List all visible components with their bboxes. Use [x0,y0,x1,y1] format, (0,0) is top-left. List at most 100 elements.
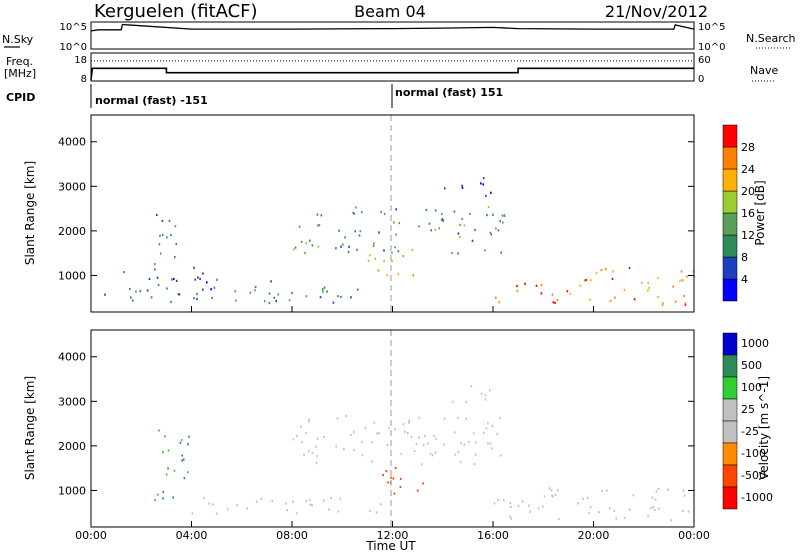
scatter-cell [296,434,298,437]
scatter-cell [468,440,470,443]
scatter-cell [516,285,518,288]
scatter-cell [357,288,359,291]
scatter-cell [154,263,156,266]
scatter-cell [347,250,350,253]
scatter-cell [682,489,685,492]
scatter-cell [484,249,486,252]
scatter-cell [164,435,166,438]
scatter-cell [376,432,378,435]
y-tick-label: 2000 [58,225,86,238]
velocity-colorbar-swatch [722,420,738,444]
scatter-cell [484,398,487,401]
scatter-cell [386,274,388,277]
scatter-cell [632,494,635,497]
scatter-cell [489,231,492,234]
scatter-cell [453,431,456,434]
scatter-cell [335,247,337,250]
scatter-cell [434,228,437,232]
scatter-cell [277,293,279,296]
scatter-cell [443,443,445,446]
scatter-cell [304,251,306,255]
scatter-cell [353,212,356,215]
scatter-cell [586,496,589,499]
scatter-cell [337,510,340,513]
velocity-colorbar: 1000 500 100 25 -25 -100 -500 -1000 [722,332,773,510]
scatter-cell [215,512,218,515]
scatter-cell [529,510,531,513]
scatter-cell [196,292,198,295]
scatter-cell [216,278,218,281]
velocity-colorbar-swatch [722,464,738,488]
scatter-cell [490,233,492,236]
scatter-cell [410,435,413,439]
scatter-cell [308,418,310,421]
scatter-cell [393,221,395,224]
scatter-cell [139,290,142,293]
scatter-cell [159,234,161,237]
scatter-cell [461,184,463,187]
scatter-cell [361,211,363,214]
x-tick-label: 04:00 [176,529,208,542]
scatter-cell [350,433,352,436]
scatter-cell [681,279,684,282]
scatter-cell [193,297,195,300]
scatter-cell [391,260,393,263]
scatter-cell [322,499,325,502]
power-colorbar-tick-label: 12 [741,229,755,242]
scatter-cell [684,302,687,305]
scatter-cell [399,477,402,480]
scatter-cell [271,500,273,503]
scatter-cell [413,450,416,453]
power-colorbar-tick-label: 24 [741,163,755,176]
scatter-cell [162,490,165,494]
scatter-cell [104,293,106,296]
scatter-cell [377,269,380,272]
scatter-cell [552,301,555,304]
scatter-cell [487,422,489,425]
scatter-cell [123,271,125,274]
scatter-cell [492,213,494,216]
scatter-cell [161,233,164,237]
scatter-cell [537,507,540,510]
y-tick-label: 1000 [58,269,86,282]
scatter-cell [339,497,342,500]
scatter-cell [246,507,248,510]
scatter-cell [434,451,437,454]
scatter-cell [213,286,216,289]
scatter-cell [551,293,554,296]
scatter-cell [172,496,174,499]
velocity-colorbar-tick-label: 100 [741,381,762,394]
scatter-cell [308,239,311,242]
scatter-cell [683,294,686,297]
scatter-cell [431,454,434,457]
scatter-cell [442,219,445,223]
scatter-cell [202,272,204,275]
scatter-cell [503,499,505,502]
scatter-cell [300,240,303,243]
power-colorbar-swatch [722,146,738,170]
scatter-cell [485,194,487,197]
scatter-cell [378,432,380,435]
scatter-cell [177,292,180,296]
scatter-cell [566,290,569,293]
scatter-cell [202,288,204,291]
power-colorbar-swatch [722,212,738,236]
scatter-cell [353,449,355,452]
scatter-cell [459,235,461,238]
scatter-cell [154,499,156,502]
scatter-cell [301,441,303,444]
scatter-cell [411,249,414,252]
power-y-axis: 1000 2000 3000 4000 [58,136,694,282]
scatter-cell [471,239,474,242]
scatter-cell [382,474,384,477]
scatter-cell [503,214,506,217]
time-xlabel: Time UT [365,539,416,553]
scatter-cell [489,389,491,392]
scatter-cell [611,277,614,281]
scatter-cell [552,495,554,498]
scatter-cell [375,511,378,514]
scatter-cell [159,252,162,255]
date-title: 21/Nov/2012 [605,2,708,21]
scatter-cell [554,493,557,496]
y-tick-label: 1000 [58,484,86,497]
